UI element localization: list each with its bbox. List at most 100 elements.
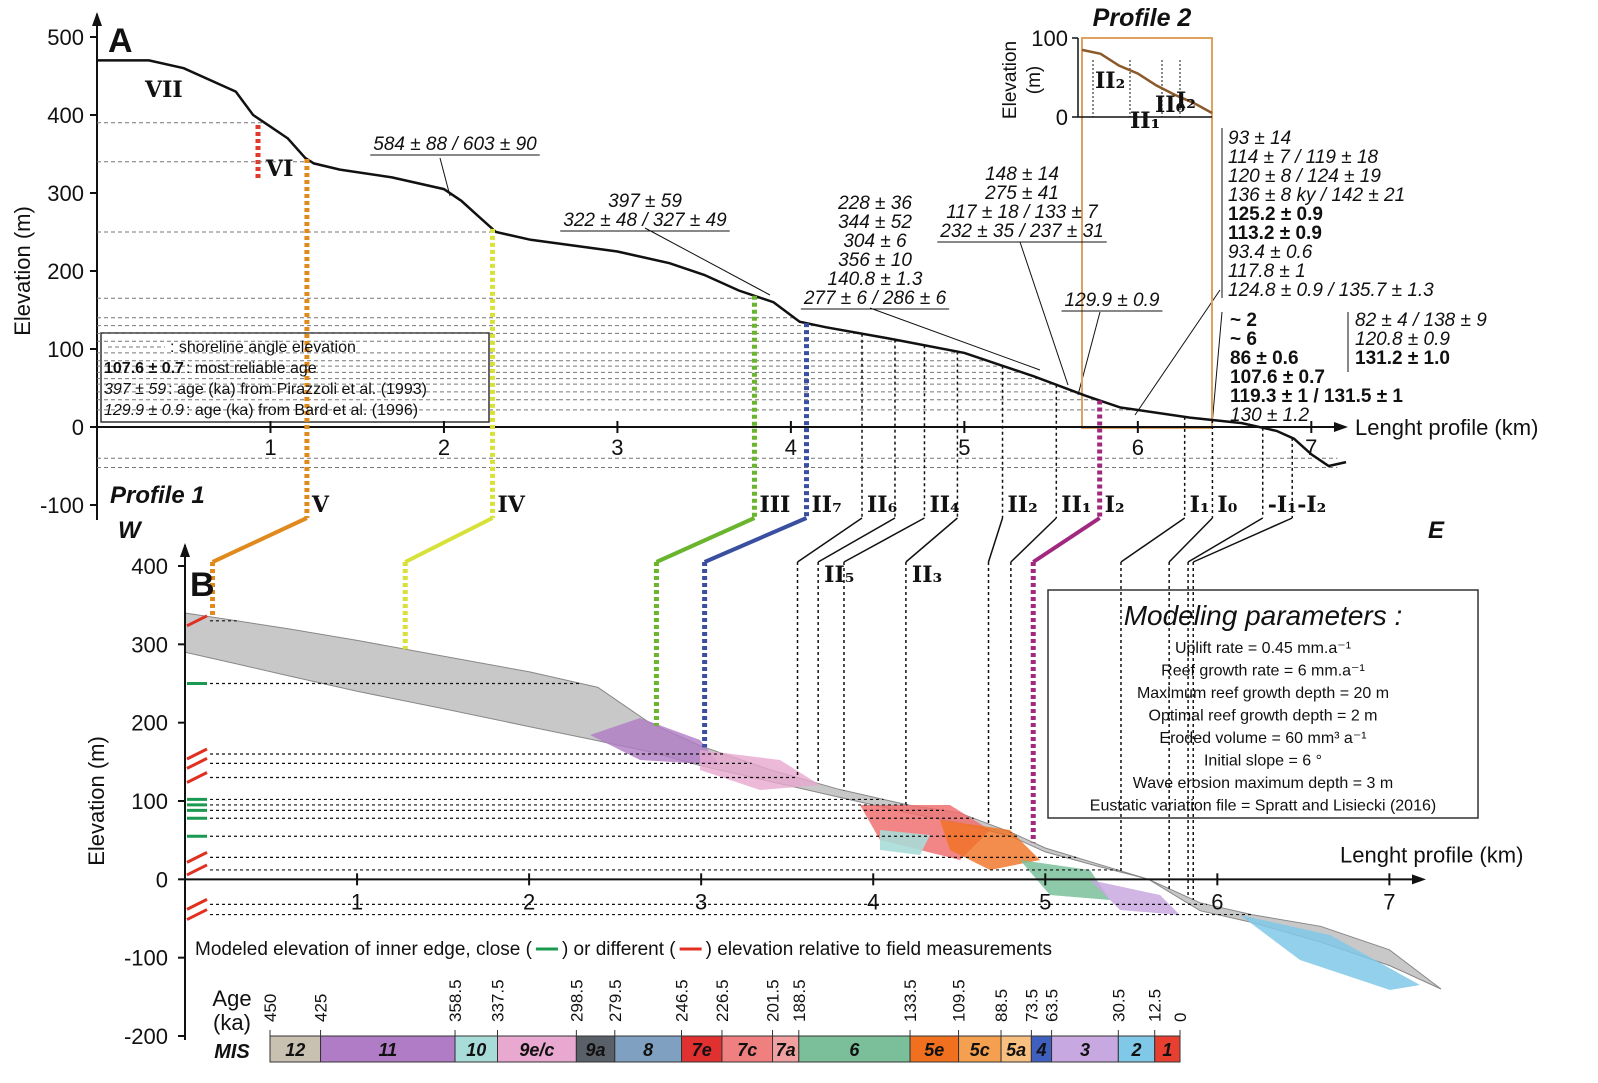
x-tick-label: 6 xyxy=(1132,435,1144,460)
mis-stage xyxy=(454,1035,498,1063)
inset-profile xyxy=(1081,48,1213,115)
terrace-label: II₁ xyxy=(1061,492,1091,518)
mis-stage xyxy=(681,1035,723,1063)
age-label: 228 ± 36 xyxy=(837,193,912,214)
edge-legend-text: Modeled elevation of inner edge, close ( xyxy=(195,939,533,960)
deposit-patch xyxy=(1090,880,1180,915)
age-label: 119.3 ± 1 / 131.5 ± 1 xyxy=(1230,386,1403,407)
age-label: 117.8 ± 1 xyxy=(1228,261,1306,282)
x-tick-label: 7 xyxy=(1383,889,1395,914)
inner-edge-tick xyxy=(186,851,208,864)
age-tick-label: 246.5 xyxy=(673,979,692,1022)
terrace-label: II₇ xyxy=(812,492,842,518)
terrace-label: VII xyxy=(144,77,183,103)
mis-stage-label: 9e/c xyxy=(519,1040,554,1060)
terrace-link xyxy=(797,517,863,563)
axis-arrow xyxy=(1334,422,1348,432)
mis-stage xyxy=(1051,1035,1119,1063)
mis-stage xyxy=(575,1035,616,1063)
terrace-label: I₂ xyxy=(1105,492,1125,518)
age-label: 120 ± 8 / 124 ± 19 xyxy=(1228,166,1381,187)
leader xyxy=(1019,241,1069,386)
terrace-link xyxy=(843,517,925,563)
age-label: 124.8 ± 0.9 / 135.7 ± 1.3 xyxy=(1228,280,1434,301)
parameters-title: Modeling parameters : xyxy=(1124,600,1403,631)
terrace-label: IV xyxy=(498,492,526,518)
mis-stage xyxy=(1154,1035,1181,1063)
direction: W xyxy=(118,517,143,544)
terrace-link xyxy=(1010,517,1057,563)
terrace-link xyxy=(1187,517,1264,563)
y-tick-label: 200 xyxy=(131,711,168,736)
age-label: 131.2 ± 1.0 xyxy=(1355,348,1450,369)
x-axis-label: Lenght profile (km) xyxy=(1340,842,1523,867)
legend-text: : age (ka) from Pirazzoli et al. (1993) xyxy=(168,381,427,398)
terrace-link xyxy=(1168,517,1213,563)
panel-label: B xyxy=(190,566,215,604)
parameters-box xyxy=(1047,589,1479,819)
terrace-label: I₀ xyxy=(1217,492,1237,518)
legend-text: : most reliable age xyxy=(186,360,317,377)
terrace-label: I₁ xyxy=(1190,492,1210,518)
mis-stage-label: 9a xyxy=(586,1040,606,1060)
terrace-link xyxy=(1192,517,1293,563)
age-label: ~ 2 xyxy=(1230,310,1257,331)
mis-stage-label: 12 xyxy=(285,1040,305,1060)
y-tick-label: 300 xyxy=(47,181,84,206)
parameter: Uplift rate = 0.45 mm.a⁻¹ xyxy=(1175,640,1351,657)
inset-title: Profile 2 xyxy=(1093,4,1192,32)
age-tick-label: 12.5 xyxy=(1146,989,1165,1022)
age-label: 113.2 ± 0.9 xyxy=(1228,223,1322,244)
terrace-link xyxy=(817,517,896,563)
x-tick-label: 2 xyxy=(523,889,535,914)
age-label: 129.9 ± 0.9 xyxy=(1065,290,1160,311)
x-tick-label: 1 xyxy=(264,435,276,460)
mis-stage-label: 2 xyxy=(1131,1040,1142,1060)
y-tick-label: -200 xyxy=(124,1024,168,1049)
age-label: 277 ± 6 / 286 ± 6 xyxy=(803,288,947,309)
age-tick-label: 109.5 xyxy=(950,979,969,1022)
terrace-label: II₃ xyxy=(912,562,942,588)
parameter: Reef growth rate = 6 mm.a⁻¹ xyxy=(1161,663,1365,680)
age-label: 232 ± 35 / 237 ± 31 xyxy=(939,221,1103,242)
leader xyxy=(644,227,771,296)
mis-stage xyxy=(909,1035,960,1063)
legend-text: : shoreline angle elevation xyxy=(170,339,356,356)
axis-arrow xyxy=(92,12,102,26)
y-tick-label: 400 xyxy=(131,554,168,579)
age-tick-label: 73.5 xyxy=(1022,989,1041,1022)
x-tick-label: 5 xyxy=(958,435,970,460)
mis-stage xyxy=(1117,1035,1156,1063)
inner-edge-tick xyxy=(186,771,208,784)
x-axis-label: Lenght profile (km) xyxy=(1355,415,1538,440)
inset-terrace-label: I₂ xyxy=(1176,88,1196,114)
age-tick-label: 337.5 xyxy=(489,979,508,1022)
mis-label: MIS xyxy=(214,1041,250,1063)
series-name: Profile 1 xyxy=(110,482,205,509)
y-tick-label: 500 xyxy=(47,25,84,50)
terrace-label: II₂ xyxy=(1008,492,1038,518)
legend-sample: 397 ± 59 xyxy=(104,381,166,398)
y-axis-label: Elevation (m) xyxy=(84,736,109,866)
age-label: 304 ± 6 xyxy=(843,231,907,252)
inner-edge-tick xyxy=(186,908,208,921)
inner-edge-tick xyxy=(186,863,208,877)
profile-line xyxy=(97,59,1347,468)
age-label: 322 ± 48 / 327 ± 49 xyxy=(563,210,727,231)
age-tick-label: 88.5 xyxy=(992,989,1011,1022)
terrace-label: -I₂ xyxy=(1297,492,1326,518)
age-tick-label: 0 xyxy=(1171,1013,1190,1022)
edge-legend-text: ) or different ( xyxy=(562,939,676,960)
age-label: 148 ± 14 xyxy=(985,164,1059,185)
legend-sample: 107.6 ± 0.7 xyxy=(104,360,184,377)
age-tick-label: 188.5 xyxy=(790,979,809,1022)
terrace-link xyxy=(1032,516,1101,564)
mis-stage-label: 6 xyxy=(849,1040,860,1060)
parameter: Optimal reef growth depth = 2 m xyxy=(1149,708,1378,725)
deposit-patch xyxy=(700,750,820,790)
age-label: 107.6 ± 0.7 xyxy=(1230,367,1325,388)
y-tick-label: 200 xyxy=(47,259,84,284)
age-label: Age xyxy=(212,986,251,1011)
mis-stage xyxy=(614,1035,683,1063)
